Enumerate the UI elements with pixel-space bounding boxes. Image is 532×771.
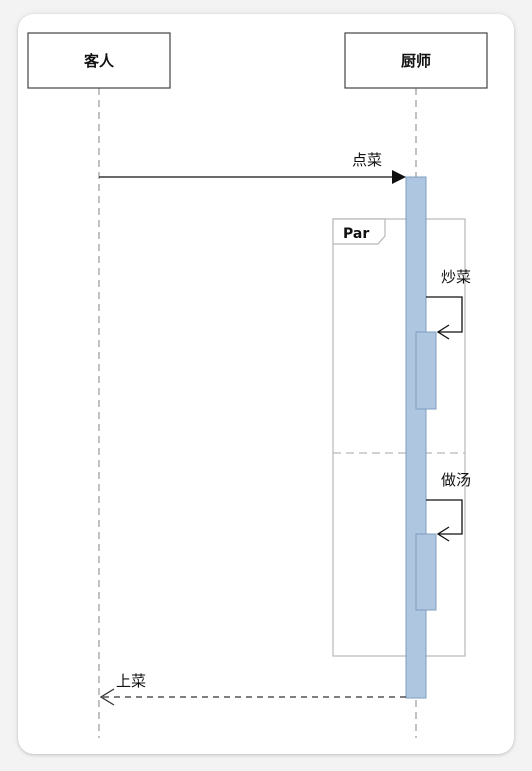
message-stir-fry-arrowhead <box>436 324 450 340</box>
message-soup-arrowhead <box>436 526 450 542</box>
message-order-label: 点菜 <box>352 151 382 169</box>
par-fragment: Par <box>332 218 466 657</box>
message-soup-label: 做汤 <box>441 471 471 489</box>
message-stir-fry: 炒菜 <box>426 268 471 340</box>
soup-activation-bar <box>415 533 437 611</box>
actor-chef-label: 厨师 <box>401 52 431 70</box>
message-serve: 上菜 <box>99 672 406 706</box>
message-serve-label: 上菜 <box>116 672 146 690</box>
par-operator: Par <box>343 226 369 242</box>
actor-chef: 厨师 <box>344 32 488 89</box>
message-soup: 做汤 <box>426 471 471 542</box>
message-stir-fry-label: 炒菜 <box>441 268 471 286</box>
par-frame <box>332 218 466 657</box>
chef-activation-bar <box>405 176 427 699</box>
stir-fry-activation-bar <box>415 331 437 410</box>
message-order: 点菜 <box>99 151 406 184</box>
actor-guest: 客人 <box>27 32 171 89</box>
message-serve-arrowhead <box>99 688 115 706</box>
par-label-tab <box>332 218 386 245</box>
actor-guest-label: 客人 <box>83 52 115 70</box>
message-order-arrowhead <box>392 170 406 184</box>
